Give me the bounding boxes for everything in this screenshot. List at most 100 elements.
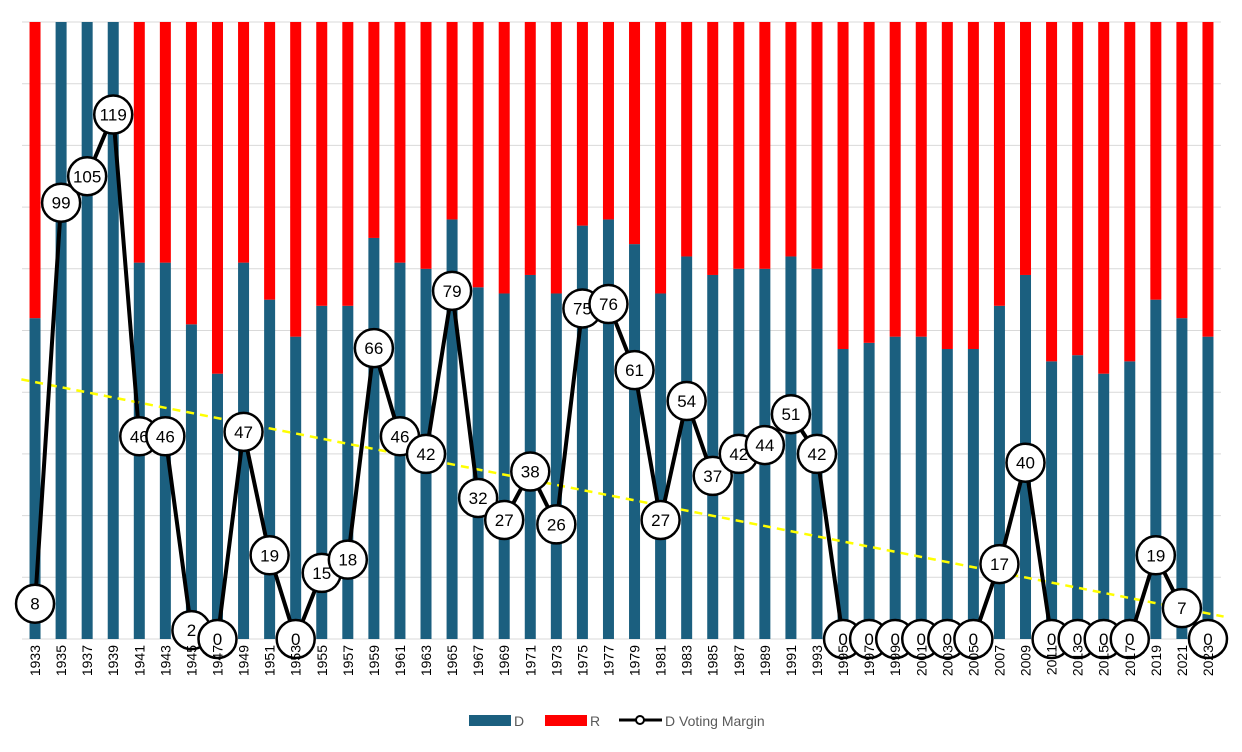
- margin-marker-1953: [275, 618, 316, 660]
- x-tick-label: 1979: [627, 645, 643, 676]
- bar-r-1995: [837, 22, 849, 350]
- bar-r-1983: [681, 22, 693, 257]
- bar-r-1957: [342, 22, 354, 306]
- margin-label-1939: 119: [100, 106, 127, 125]
- bar-r-1985: [707, 22, 719, 275]
- x-tick-label: 1973: [548, 645, 564, 676]
- bar-d-2017: [1124, 361, 1136, 639]
- bar-d-2001: [915, 336, 927, 639]
- bar-r-1933: [29, 22, 41, 319]
- bar-r-1997: [863, 22, 875, 343]
- margin-label-2017: 0: [1125, 630, 1134, 649]
- bar-r-1947: [211, 22, 223, 374]
- bar-d-1937: [81, 22, 93, 639]
- bar-r-2015: [1098, 22, 1110, 374]
- margin-label-1993: 42: [808, 445, 827, 464]
- margin-label-1947: 0: [213, 630, 222, 649]
- x-tick-label: 2017: [1122, 645, 1138, 676]
- bar-d-1947: [211, 373, 223, 639]
- margin-label-1997: 0: [864, 630, 873, 649]
- x-tick-label: 2005: [965, 645, 981, 676]
- margin-label-1937: 105: [73, 167, 101, 186]
- bar-r-2017: [1124, 22, 1136, 362]
- margin-label-2013: 0: [1073, 630, 1082, 649]
- margin-marker-2017: [1109, 618, 1151, 660]
- bar-d-1957: [342, 305, 354, 639]
- margin-label-1971: 38: [521, 463, 540, 482]
- x-tick-label: 1953: [288, 645, 304, 676]
- bar-d-2019: [1150, 299, 1162, 639]
- margin-marker-2021: [1161, 587, 1203, 629]
- margin-label-1983: 54: [677, 392, 696, 411]
- margin-label-2019: 19: [1146, 546, 1165, 565]
- x-tick-label: 1969: [496, 645, 512, 676]
- margin-marker-1973: [536, 504, 577, 545]
- x-tick-label: 1993: [809, 645, 825, 676]
- margin-marker-1969: [483, 499, 525, 541]
- margin-label-1979: 61: [625, 361, 644, 380]
- x-tick-label: 2023: [1200, 645, 1216, 676]
- x-tick-label: 2015: [1096, 645, 1112, 676]
- bar-r-1943: [159, 22, 171, 263]
- x-tick-label: 1967: [470, 645, 486, 676]
- bar-d-2007: [993, 305, 1005, 639]
- margin-label-1977: 76: [599, 295, 618, 314]
- margin-label-2023: 0: [1203, 630, 1212, 649]
- bar-d-1969: [498, 293, 510, 639]
- x-tick-label: 2003: [939, 645, 955, 676]
- margin-label-1933: 8: [30, 595, 39, 614]
- bar-r-1945: [185, 22, 197, 325]
- bar-r-2013: [1072, 22, 1084, 356]
- bar-r-1971: [524, 22, 536, 275]
- x-tick-label: 2011: [1044, 645, 1060, 675]
- bar-d-1975: [576, 225, 588, 640]
- bar-d-1933: [29, 318, 41, 639]
- bar-d-1983: [681, 256, 693, 639]
- x-tick-label: 1947: [209, 645, 225, 676]
- x-tick-label: 1971: [522, 645, 538, 676]
- bar-r-1977: [602, 22, 614, 220]
- margin-label-1999: 0: [890, 630, 899, 649]
- bar-r-1979: [629, 22, 641, 245]
- x-tick-label: 1957: [340, 645, 356, 676]
- legend-label-r: R: [590, 713, 600, 729]
- bar-r-2021: [1176, 22, 1188, 319]
- margin-label-1943: 46: [156, 427, 175, 446]
- margin-marker-1981: [640, 499, 681, 541]
- x-tick-label: 1987: [731, 645, 747, 676]
- margin-marker-1951: [249, 535, 290, 576]
- bar-d-1935: [55, 22, 67, 639]
- x-tick-label: 1949: [236, 645, 252, 676]
- bar-d-1981: [655, 293, 667, 639]
- margin-marker-1985: [692, 455, 733, 497]
- margin-label-1965: 79: [443, 282, 462, 301]
- bar-r-1959: [368, 22, 380, 238]
- bar-r-2005: [967, 22, 979, 350]
- x-tick-label: 1983: [679, 645, 695, 676]
- bar-d-1995: [837, 349, 849, 639]
- x-tick-label: 1997: [861, 645, 877, 676]
- legend-marker-margin: [635, 715, 645, 725]
- bar-r-1981: [655, 22, 667, 294]
- bar-r-1953: [290, 22, 302, 337]
- bar-d-2015: [1098, 373, 1110, 639]
- margin-marker-2005: [953, 618, 994, 660]
- margin-label-1957: 18: [338, 551, 357, 570]
- margin-marker-1957: [327, 539, 369, 580]
- bar-r-1941: [133, 22, 145, 263]
- margin-label-1981: 27: [651, 511, 670, 530]
- legend: D R D Voting Margin: [469, 713, 765, 729]
- margin-label-1969: 27: [495, 511, 514, 530]
- bar-r-1951: [264, 22, 276, 300]
- bar-d-1945: [185, 324, 197, 639]
- margin-label-1949: 47: [234, 423, 253, 442]
- margin-marker-1939: [92, 94, 134, 135]
- margin-label-2005: 0: [969, 630, 978, 649]
- margin-label-2007: 17: [990, 555, 1009, 574]
- margin-label-1941: 46: [130, 427, 149, 446]
- x-axis-ticks: 1933 1935 1937 1939 1941 1943 1945 1947 1949 1951…: [27, 645, 1216, 676]
- bar-r-2007: [993, 22, 1005, 306]
- margin-marker-1993: [796, 433, 838, 475]
- legend-swatch-d: [469, 715, 511, 726]
